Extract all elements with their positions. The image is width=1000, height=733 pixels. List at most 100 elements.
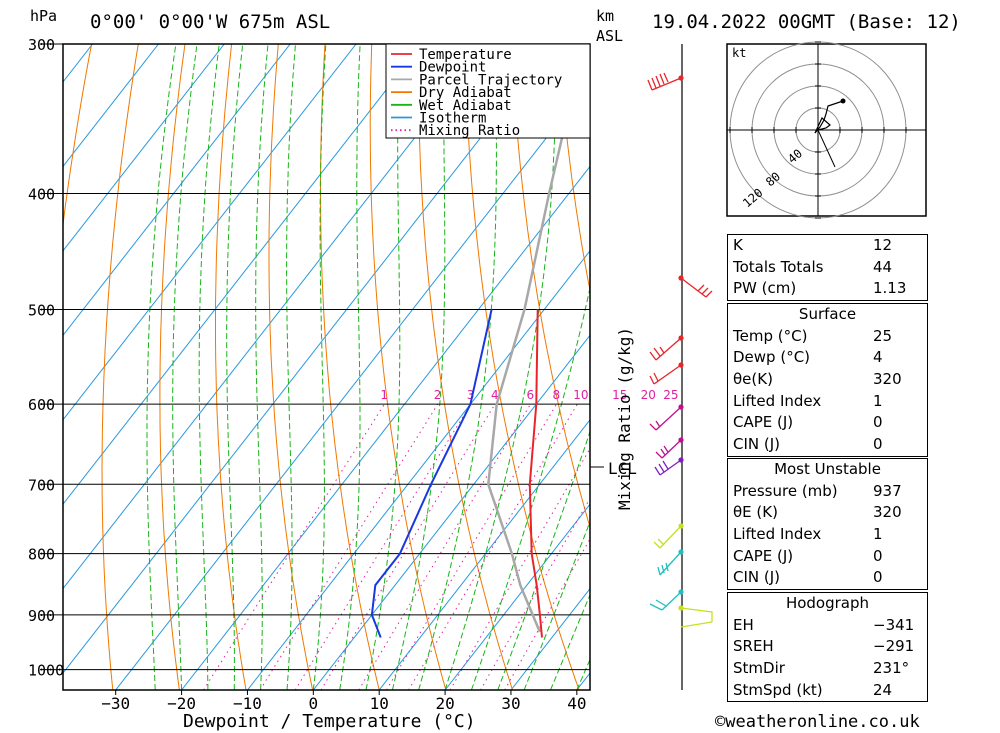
wet-adiabat [226, 44, 244, 690]
dry-adiabat [932, 44, 1000, 690]
wet-adiabat [198, 44, 220, 690]
most-unstable-row: Pressure (mb) 937 [733, 481, 902, 500]
pressure-tick-label: 700 [28, 476, 55, 494]
isotherm [312, 334, 590, 690]
isotherm [63, 44, 357, 421]
most-unstable-row: CAPE (J) 0 [733, 546, 883, 565]
datetime-title: 19.04.2022 00GMT (Base: 12) [652, 11, 961, 33]
legend-label: Isotherm [419, 111, 486, 127]
asl-unit: ASL [596, 27, 623, 45]
legend-label: Temperature [419, 47, 512, 63]
wind-level-dot [678, 437, 684, 443]
pressure-tick-label: 800 [28, 546, 55, 564]
wind-level-dot [678, 404, 684, 410]
wet-adiabat [286, 44, 296, 690]
dry-adiabat [417, 44, 513, 690]
surface-title: Surface [798, 305, 857, 323]
mixing-ratio-line [294, 403, 472, 690]
surface-row: Dewp (°C) 4 [733, 348, 883, 367]
dry-adiabat [63, 44, 93, 229]
x-axis-title: Dewpoint / Temperature (°C) [183, 711, 476, 732]
dry-adiabat [320, 44, 380, 690]
mixing-ratio-tick-label: 25 [663, 388, 678, 402]
legend-label: Parcel Trajectory [419, 72, 562, 88]
pressure-tick-label: 900 [28, 607, 55, 625]
parcel-trajectory-line [487, 60, 582, 633]
hodograph-stats-row: StmDir 231° [733, 659, 910, 678]
wind-level-dot [678, 589, 684, 595]
mixing-ratio-tick-label: 20 [641, 388, 656, 402]
pressure-tick-label: 1000 [28, 662, 64, 680]
hodograph-storm-vector [817, 129, 836, 168]
temperature-tick-label: −10 [233, 694, 262, 713]
indices-panel: K 12 Totals Totals 44 PW (cm) 1.13 [727, 234, 928, 302]
isotherm [0, 44, 27, 690]
mixing-ratio-tick-label: 1 [380, 388, 388, 402]
wet-adiabat [497, 430, 590, 690]
dry-adiabat [511, 44, 590, 529]
surface-row: CAPE (J) 0 [733, 413, 883, 432]
wind-level-dot [678, 275, 684, 281]
isotherm [63, 44, 291, 337]
mixing-ratio-tick-label: 3 [467, 388, 475, 402]
surface-row: CIN (J) 0 [733, 435, 883, 454]
most-unstable-title: Most Unstable [774, 460, 881, 478]
mixing-ratio-line [386, 403, 557, 690]
temperature-tick-label: −20 [167, 694, 196, 713]
hpa-unit: hPa [30, 7, 57, 25]
location-title: 0°00' 0°00'W 675m ASL [90, 11, 330, 33]
isotherm [378, 418, 590, 690]
mixing-ratio-tick-label: 15 [612, 388, 627, 402]
wind-level-dot [678, 335, 684, 341]
wet-adiabat [312, 44, 327, 690]
wet-adiabat [418, 44, 497, 690]
most-unstable-row: θE (K) 320 [733, 503, 902, 522]
hodograph-trace-low [814, 117, 831, 134]
mixing-ratio-line [408, 403, 578, 690]
isotherm [247, 250, 590, 690]
wind-barb [655, 439, 682, 459]
legend-label: Dewpoint [419, 60, 486, 76]
mixing-ratio-line [504, 537, 590, 690]
wind-level-dot [678, 523, 684, 529]
wind-barb [653, 525, 682, 549]
hodograph-stats-panel: Hodograph EH −341 SREH −291 StmDir 231° Stm… [727, 592, 928, 703]
legend-label: Dry Adiabat [419, 85, 512, 101]
wind-barb [649, 364, 682, 385]
isotherm [63, 44, 225, 252]
temperature-tick-label: 10 [370, 694, 389, 713]
most-unstable-row: CIN (J) 0 [733, 568, 883, 587]
isotherm [63, 44, 93, 83]
mixing-ratio-tick-label: 4 [491, 388, 499, 402]
dry-adiabat [159, 44, 186, 690]
dry-adiabat [464, 44, 580, 690]
isotherm [444, 503, 590, 690]
wind-level-dot [678, 362, 684, 368]
hodograph-stats-row: SREH −291 [733, 637, 915, 656]
wind-barb [649, 406, 682, 431]
isotherm [181, 165, 590, 690]
wet-adiabat [146, 44, 177, 690]
mixing-ratio-tick-label: 2 [434, 388, 442, 402]
wind-barb [654, 459, 682, 476]
wet-adiabat [365, 44, 401, 690]
plot-frame [62, 43, 591, 691]
surface-row: Temp (°C) 25 [733, 326, 893, 345]
index-row-pw: PW (cm) 1.13 [733, 279, 907, 298]
lcl-label: LCL [608, 459, 637, 478]
wet-adiabat [339, 44, 361, 690]
wet-adiabat [523, 520, 590, 690]
wet-adiabat [172, 44, 198, 690]
hodograph-trace [814, 100, 844, 134]
hodograph-stats-row: StmSpd (kt) 24 [733, 680, 893, 699]
mixing-ratio-axis-title: Mixing Ratio (g/kg) [615, 327, 634, 510]
mixing-ratio-tick-label: 6 [527, 388, 535, 402]
mixing-ratio-line [203, 403, 385, 690]
pressure-tick-label: 300 [28, 36, 55, 54]
hodograph-unit: kt [732, 46, 746, 60]
mixing-ratio-line [320, 403, 496, 690]
wind-level-dot [678, 549, 684, 555]
wind-barb [649, 337, 682, 361]
mixing-ratio-line [259, 403, 439, 690]
